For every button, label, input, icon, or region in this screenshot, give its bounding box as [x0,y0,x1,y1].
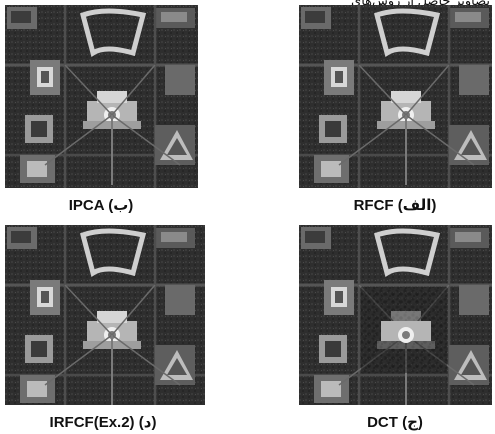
top-partial-caption: تصاویر حاصل از روش‌های [351,0,490,8]
panel-rfcf-image [299,5,492,188]
caption-ipca: IPCA (ب) [0,196,206,214]
caption-dct: DCT (ج) [290,413,495,431]
caption-method: DCT [367,414,398,431]
panel-irfcf-image [5,225,205,405]
caption-method: IRFCF(Ex.2) [49,414,135,431]
aerial-image-rfcf [299,5,492,188]
aerial-image-irfcf [5,225,205,405]
caption-letter: (ب) [108,197,134,214]
caption-letter: (الف) [397,197,437,214]
caption-irfcf: IRFCF(Ex.2) (د) [0,413,208,431]
aerial-image-dct [299,225,492,405]
aerial-image-ipca [5,5,198,188]
panel-ipca-image [5,5,198,188]
caption-letter: (ج) [402,414,423,431]
caption-letter: (د) [138,414,157,431]
caption-rfcf: RFCF (الف) [290,196,495,214]
caption-method: RFCF [353,197,394,214]
panel-dct-image [299,225,492,405]
caption-method: IPCA [68,197,105,214]
